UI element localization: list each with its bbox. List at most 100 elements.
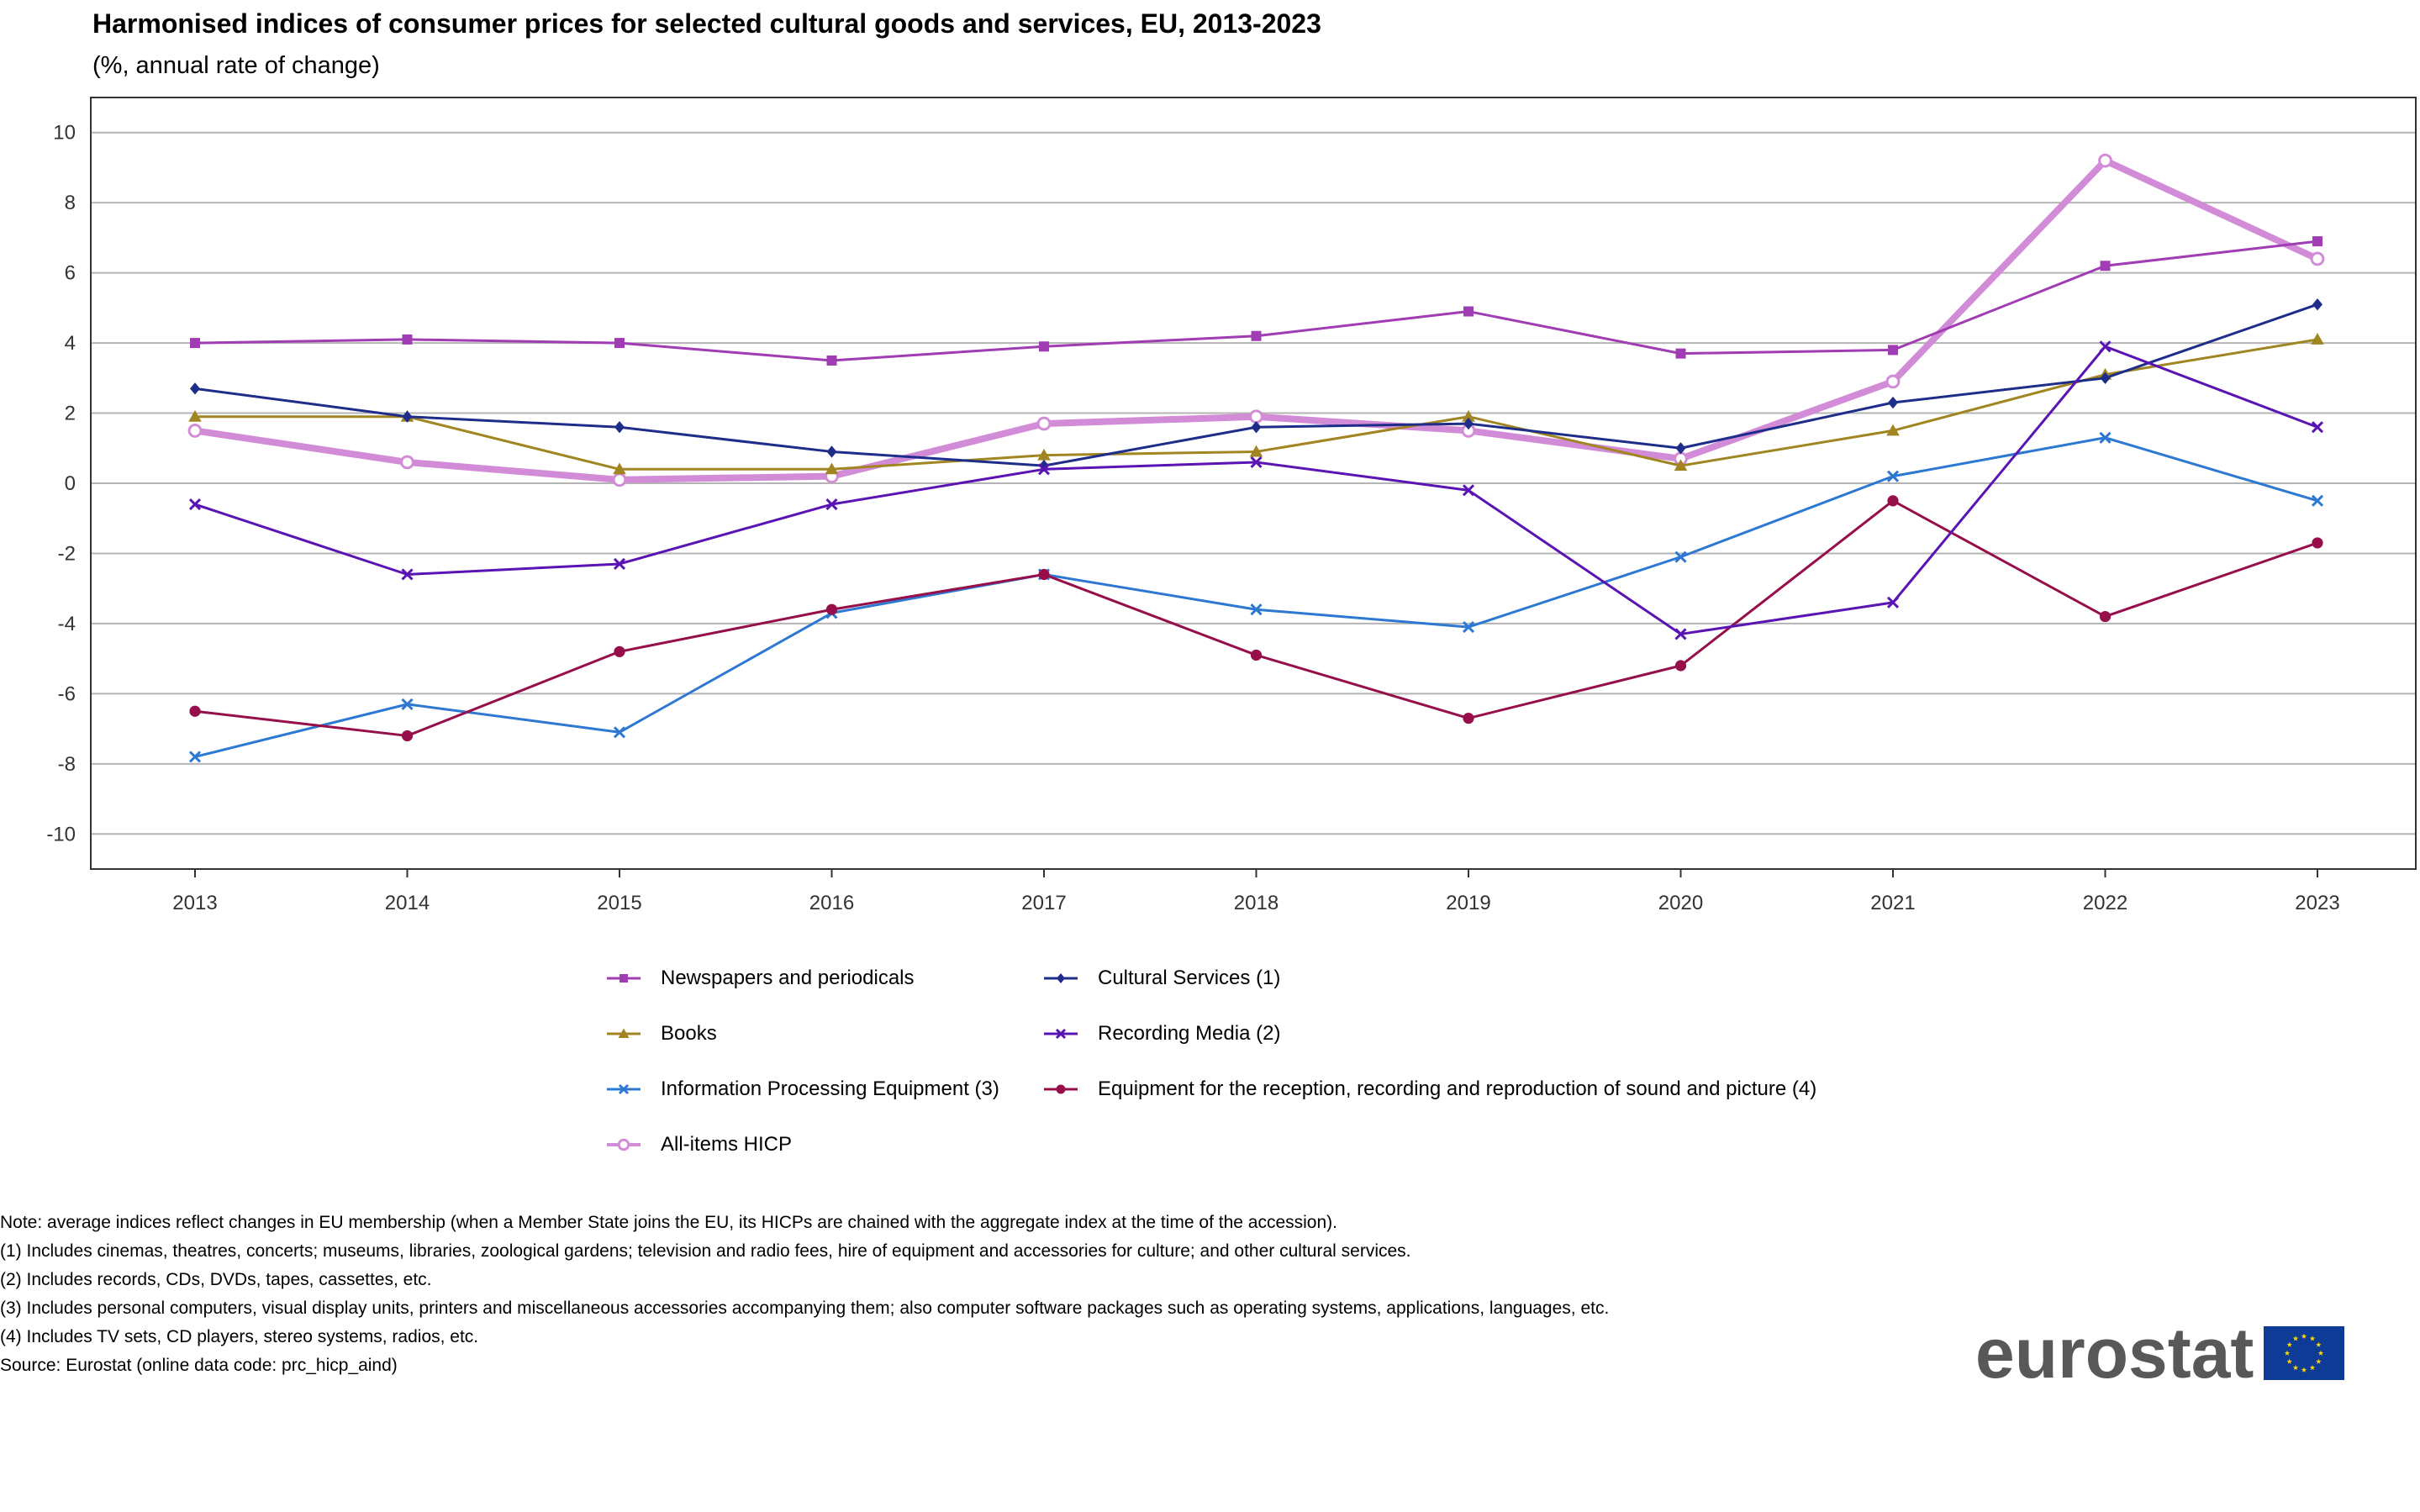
data-point [1885,374,1901,389]
data-point [1249,445,1263,457]
legend-swatch-icon [607,1138,641,1151]
series-4 [188,431,2324,763]
legend-marker [619,974,628,983]
y-axis-ticks: 10 8 6 4 2 0 -2 -4 -6 -8 -10 [46,122,76,846]
x-tick-label: 2021 [1870,892,1915,914]
series-line [194,303,2318,467]
footnotes: Note: average indices reflect changes in… [0,1209,1609,1380]
data-point [612,472,627,487]
legend-item: Newspapers and periodicals [605,967,915,990]
data-point [2098,153,2112,168]
data-point [1888,396,1898,409]
star-icon [2316,1341,2322,1347]
data-point [1039,341,1049,352]
legend-item: Information Processing Equipment (3) [605,1077,999,1101]
data-point [401,568,414,581]
data-point [825,498,838,511]
legend-marker [618,1028,630,1038]
data-point [1463,417,1474,430]
data-point [188,498,202,511]
data-point [1250,603,1263,616]
data-point [190,338,200,349]
legend-label: All-items HICP [661,1133,793,1156]
data-point [400,455,414,470]
data-point [613,557,626,571]
star-icon [2286,1358,2293,1364]
footnote-line: (1) Includes cinemas, theatres, concerts… [0,1241,1411,1261]
star-icon [2301,1333,2307,1339]
y-tick-label: 2 [65,403,76,425]
data-point [1675,442,1686,455]
data-point [1463,712,1474,724]
data-point [1037,448,1051,461]
data-point [2312,236,2322,247]
y-tick-label: -10 [46,823,76,846]
x-tick-label: 2023 [2295,892,2339,914]
grid-lines [91,131,2416,835]
data-point [826,355,837,366]
data-point [1037,463,1051,476]
star-icon [2301,1367,2307,1372]
data-point [2312,537,2323,549]
legend-marker [1056,1084,1066,1094]
legend-item: Recording Media (2) [1042,1022,1280,1046]
data-point [1887,495,1899,507]
data-point [402,410,413,423]
y-tick-label: -8 [58,753,76,776]
data-point [2311,494,2324,507]
y-tick-label: -2 [58,542,76,565]
data-point [1886,596,1900,608]
data-point [1886,470,1900,482]
data-point [401,698,414,710]
data-point [613,462,626,475]
y-tick-label: 10 [53,122,76,145]
legend-item: Cultural Services (1) [1042,967,1280,990]
legend-label: Newspapers and periodicals [661,967,915,989]
chart-subtitle: (%, annual rate of change) [92,52,380,79]
data-point [825,462,839,475]
legend-label: Information Processing Equipment (3) [661,1077,999,1100]
x-tick-label: 2014 [385,892,430,914]
x-tick-label: 2018 [1234,892,1279,914]
data-point [2311,421,2324,434]
series-lines [187,153,2325,763]
legend-marker [1055,1028,1067,1040]
data-point [1251,330,1262,341]
eu-flag-icon [2264,1326,2345,1380]
series-3 [188,340,2324,640]
star-icon [2293,1336,2299,1341]
series-2 [188,333,2324,475]
legend-marker [617,1138,630,1151]
footnote-line: (4) Includes TV sets, CD players, stereo… [0,1327,479,1346]
data-point [614,645,625,657]
y-tick-label: 8 [65,192,76,214]
data-point [1462,409,1475,422]
data-point [190,382,200,395]
legend-label: Recording Media (2) [1098,1022,1281,1045]
series-line [194,436,2318,758]
legend-marker [618,1083,630,1095]
data-point [188,409,202,422]
series-1 [190,298,2322,472]
chart-legend: Newspapers and periodicals Cultural Servi… [605,967,2202,1219]
x-tick-label: 2013 [172,892,217,914]
x-axis-ticks: 2013 2014 2015 2016 2017 2018 2019 2020 2021 2022… [172,869,2340,914]
data-point [1888,345,1898,356]
data-point [2099,340,2112,353]
plot-frame [90,97,2417,870]
data-point [2100,371,2111,385]
data-point [1463,306,1474,317]
data-point [613,726,626,739]
y-tick-label: -4 [58,613,76,635]
data-point [401,730,414,742]
data-point [2311,333,2324,345]
data-point [1674,551,1687,563]
data-point [1886,424,1900,436]
legend-swatch-icon [1044,973,1078,983]
star-icon [2285,1350,2291,1356]
data-point [402,334,413,345]
y-tick-label: 0 [65,472,76,495]
series-6 [187,153,2325,487]
x-tick-label: 2022 [2083,892,2127,914]
data-point [1251,421,1262,434]
